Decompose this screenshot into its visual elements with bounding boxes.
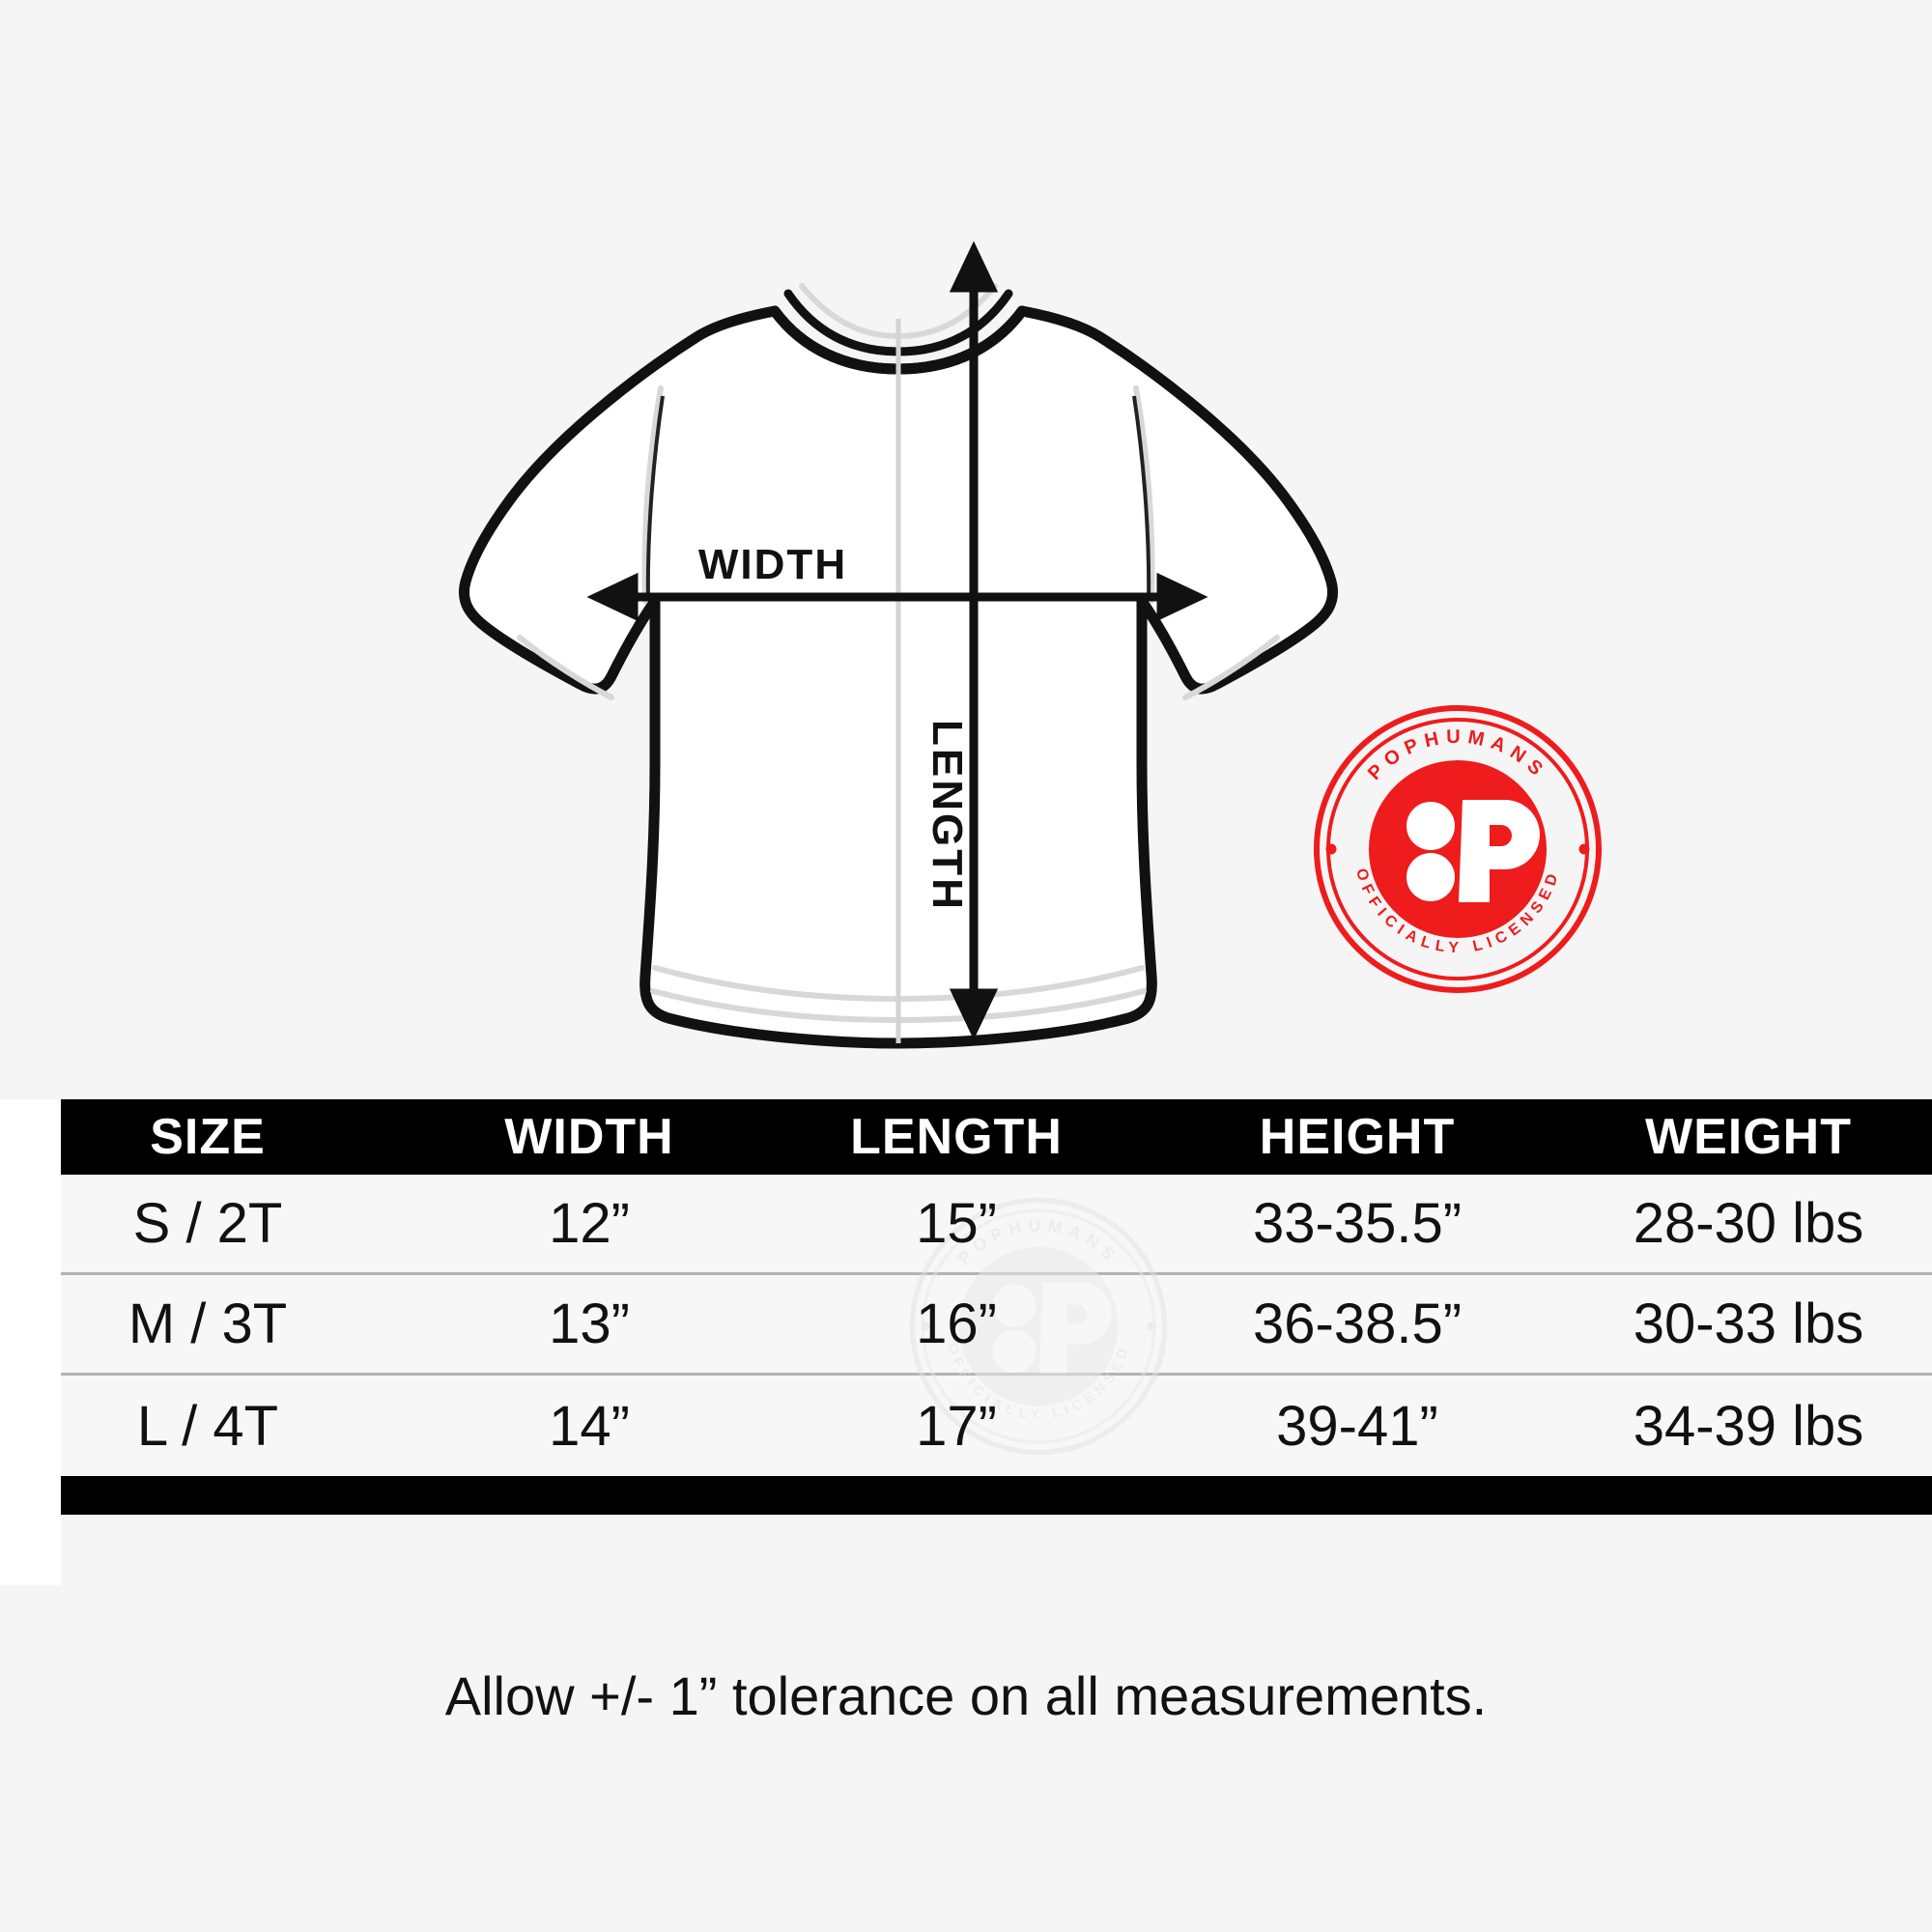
cell-weight: 30-33 lbs (1633, 1293, 1864, 1355)
cell-width: 14” (549, 1394, 630, 1458)
cell-height: 36-38.5” (1252, 1293, 1463, 1355)
header-length: LENGTH (850, 1109, 1063, 1165)
table-row: M / 3T 13” 16” 36-38.5” 30-33 lbs (0, 1275, 1932, 1376)
cell-size: S / 2T (132, 1192, 283, 1255)
size-table: POPHUMANS OFFICIALLY LICENSED SIZE WIDTH… (0, 1099, 1932, 1726)
table-header-row: SIZE WIDTH LENGTH HEIGHT WEIGHT (0, 1099, 1932, 1175)
tshirt-illustration (415, 222, 1381, 1072)
cell-length: 17” (916, 1394, 997, 1458)
table-row: S / 2T 12” 15” 33-35.5” 28-30 lbs (0, 1175, 1932, 1275)
header-height: HEIGHT (1259, 1109, 1456, 1165)
width-label: WIDTH (697, 541, 848, 588)
cell-weight: 28-30 lbs (1633, 1192, 1864, 1255)
header-width: WIDTH (504, 1109, 674, 1165)
cell-height: 39-41” (1276, 1394, 1438, 1458)
pophumans-badge-logo: POPHUMANS OFFICIALLY LICENSED (1312, 703, 1604, 995)
table-row: L / 4T 14” 17” 39-41” 34-39 lbs (0, 1376, 1932, 1476)
header-size: SIZE (150, 1109, 266, 1165)
cell-width: 12” (549, 1192, 630, 1255)
header-weight: WEIGHT (1645, 1109, 1852, 1165)
length-label: LENGTH (923, 720, 971, 912)
tolerance-note: Allow +/- 1” tolerance on all measuremen… (444, 1665, 1488, 1726)
cell-size: L / 4T (136, 1394, 279, 1458)
table-bottom-bar (0, 1476, 1932, 1515)
cell-length: 16” (916, 1293, 997, 1355)
cell-size: M / 3T (128, 1293, 288, 1355)
cell-length: 15” (916, 1192, 997, 1255)
cell-weight: 34-39 lbs (1633, 1394, 1864, 1458)
table-left-gutter (0, 1099, 61, 1585)
cell-width: 13” (549, 1293, 630, 1355)
cell-height: 33-35.5” (1252, 1192, 1463, 1255)
